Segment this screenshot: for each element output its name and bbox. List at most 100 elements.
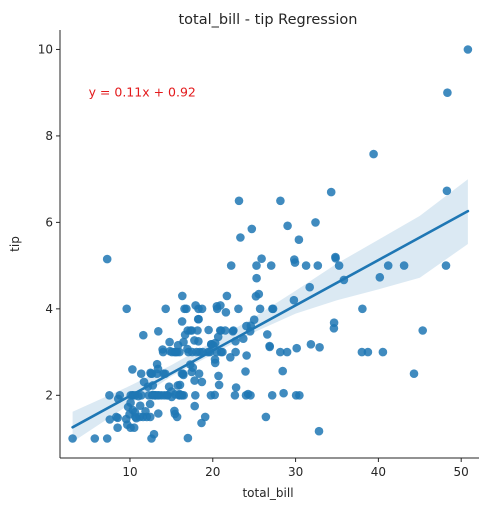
y-tick-label: 2 — [45, 388, 53, 402]
data-point — [334, 261, 344, 270]
data-point — [113, 423, 122, 433]
data-point — [246, 391, 255, 400]
data-point — [282, 347, 292, 357]
data-point — [165, 337, 174, 347]
data-point — [135, 401, 145, 411]
x-tick-label: 40 — [371, 465, 386, 479]
data-point — [193, 326, 202, 335]
data-point — [222, 291, 232, 301]
data-point — [375, 273, 385, 282]
x-tick-label: 30 — [288, 465, 303, 479]
data-point — [378, 347, 388, 357]
data-point — [267, 391, 277, 400]
data-point — [191, 391, 200, 400]
data-point — [358, 304, 367, 314]
data-point — [126, 398, 135, 408]
data-point — [261, 412, 271, 422]
data-point — [301, 261, 311, 270]
data-point — [226, 261, 236, 270]
data-point — [236, 233, 245, 242]
data-point — [194, 314, 203, 324]
data-point — [329, 318, 339, 328]
data-point — [221, 308, 231, 317]
data-point — [252, 273, 261, 283]
data-point — [231, 347, 240, 357]
data-point — [179, 337, 188, 347]
data-point — [276, 347, 285, 357]
data-point — [175, 347, 184, 357]
data-point — [242, 351, 251, 360]
x-axis-title: total_bill — [242, 486, 293, 500]
chart-title: total_bill - tip Regression — [179, 12, 358, 28]
data-point — [214, 380, 224, 390]
data-point — [357, 347, 367, 357]
data-point — [314, 426, 324, 436]
data-point — [178, 291, 187, 301]
data-point — [122, 304, 131, 314]
data-point — [276, 196, 285, 206]
data-point — [182, 304, 191, 314]
data-point — [214, 371, 223, 381]
data-point — [369, 149, 378, 159]
data-point — [254, 289, 264, 299]
data-point — [295, 391, 304, 400]
data-point — [161, 304, 170, 314]
data-point — [197, 304, 207, 314]
data-point — [399, 261, 409, 270]
y-tick-label: 10 — [38, 42, 53, 56]
y-tick-label: 8 — [45, 129, 53, 143]
data-point — [257, 254, 266, 263]
data-point — [190, 401, 199, 411]
data-point — [442, 186, 452, 196]
data-point — [149, 429, 159, 439]
data-point — [137, 391, 146, 400]
x-tick-label: 20 — [205, 465, 220, 479]
data-point — [234, 304, 243, 314]
data-point — [129, 423, 139, 433]
data-point — [292, 343, 302, 353]
data-point — [283, 221, 292, 231]
y-tick-label: 6 — [45, 215, 53, 229]
data-point — [115, 391, 125, 400]
data-point — [313, 261, 323, 270]
data-point — [200, 412, 210, 422]
data-point — [241, 367, 250, 376]
data-point — [306, 340, 316, 349]
data-point — [172, 412, 182, 422]
axes: 10 20 30 40 50 2 4 6 8 10 — [38, 30, 479, 479]
data-point — [158, 347, 168, 357]
data-point — [305, 282, 315, 292]
data-point — [231, 383, 241, 392]
data-point — [279, 388, 288, 398]
data-point — [197, 377, 207, 387]
data-point — [68, 434, 77, 443]
x-tick-label: 10 — [122, 465, 137, 479]
data-point — [265, 342, 275, 352]
data-point — [90, 434, 100, 443]
data-point — [249, 315, 259, 325]
data-point — [311, 218, 320, 227]
data-point — [326, 187, 336, 197]
data-point — [363, 347, 373, 357]
data-point — [183, 433, 193, 443]
data-point — [441, 261, 451, 270]
y-tick-label: 4 — [45, 302, 53, 316]
data-point — [177, 317, 187, 326]
data-point — [218, 347, 227, 357]
data-point — [278, 366, 288, 376]
plot-area — [68, 45, 473, 443]
data-point — [268, 304, 278, 314]
data-point — [289, 295, 299, 305]
x-tick-label: 50 — [454, 465, 469, 479]
data-point — [252, 261, 261, 270]
data-point — [113, 413, 122, 423]
data-point — [190, 376, 199, 385]
data-point — [331, 253, 340, 263]
data-point — [136, 369, 146, 379]
data-point — [179, 391, 188, 400]
data-point — [154, 409, 163, 418]
data-point — [194, 369, 204, 379]
data-point — [315, 343, 324, 352]
y-axis-title: tip — [8, 236, 22, 252]
x-ticks: 10 20 30 40 50 — [122, 458, 469, 479]
